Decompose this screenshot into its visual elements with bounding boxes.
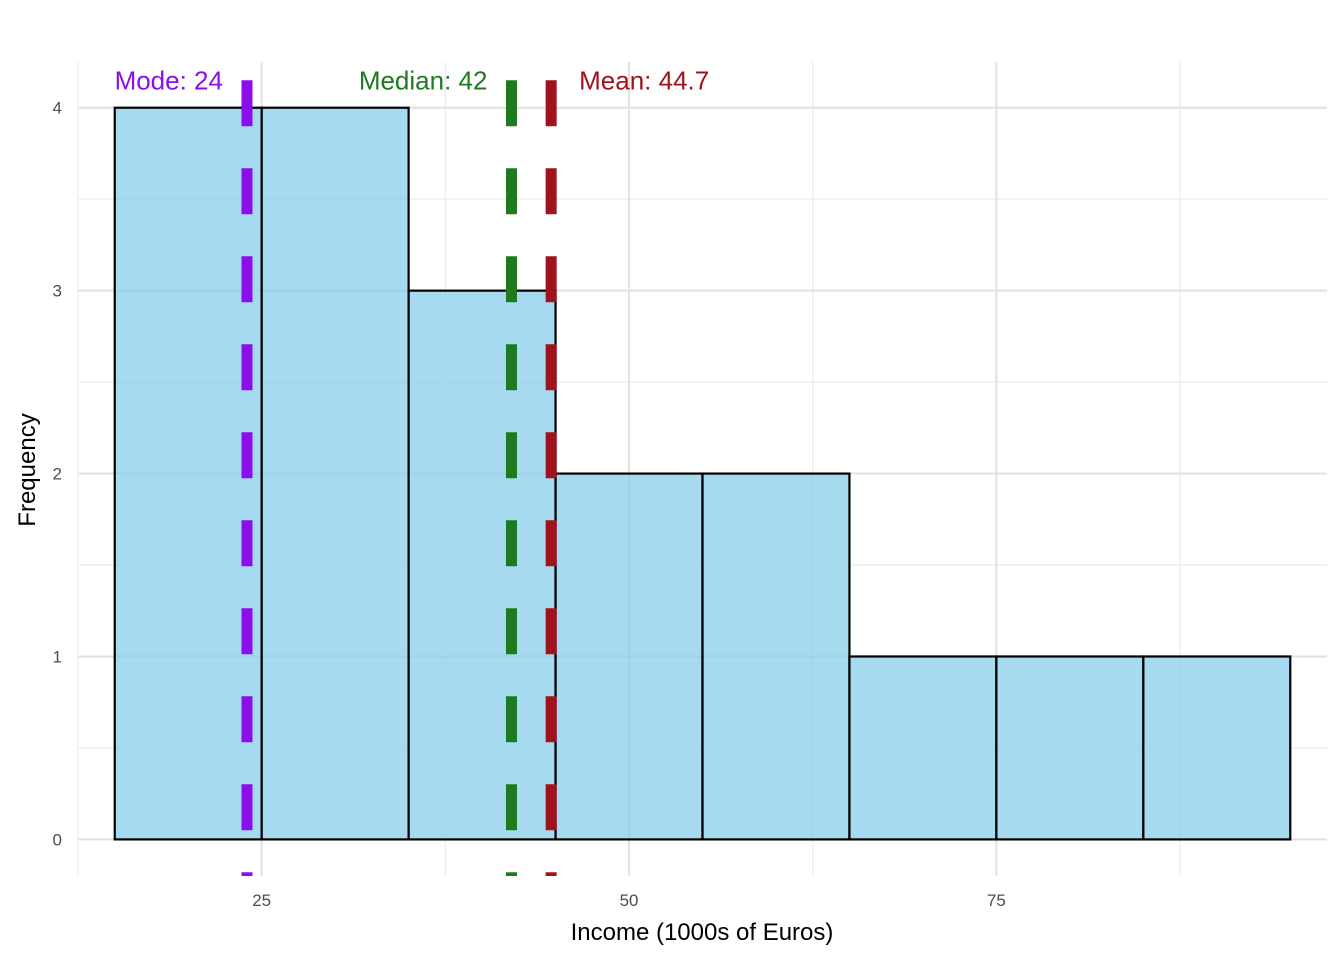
y-tick-label: 0 <box>53 830 62 849</box>
histogram-bar <box>848 655 998 841</box>
y-tick-label: 2 <box>53 465 62 484</box>
reference-line-label: Median: 42 <box>359 65 488 95</box>
bars-layer <box>113 106 1292 841</box>
y-tick-label: 4 <box>53 99 62 118</box>
histogram-bar <box>1142 655 1292 841</box>
x-tick-label: 25 <box>252 891 271 910</box>
tick-labels-layer: 25 50 75 0 1 2 3 4 <box>53 99 1006 910</box>
histogram-bar <box>701 472 851 841</box>
x-tick-label: 75 <box>987 891 1006 910</box>
x-tick-label: 50 <box>620 891 639 910</box>
y-tick-label: 1 <box>53 647 62 666</box>
histogram-bar <box>260 106 410 841</box>
histogram-bar <box>407 289 557 841</box>
reference-line-label: Mean: 44.7 <box>579 65 709 95</box>
histogram-bar <box>113 106 263 841</box>
reference-line-label: Mode: 24 <box>115 65 223 95</box>
y-tick-label: 3 <box>53 282 62 301</box>
histogram-bar <box>554 472 704 841</box>
y-axis-title: Frequency <box>14 413 41 526</box>
reference-lines-layer: Mode: 24 Median: 42 Mean: 44.7 <box>115 65 709 876</box>
histogram-bar <box>995 655 1145 841</box>
x-axis-title: Income (1000s of Euros) <box>571 919 834 946</box>
